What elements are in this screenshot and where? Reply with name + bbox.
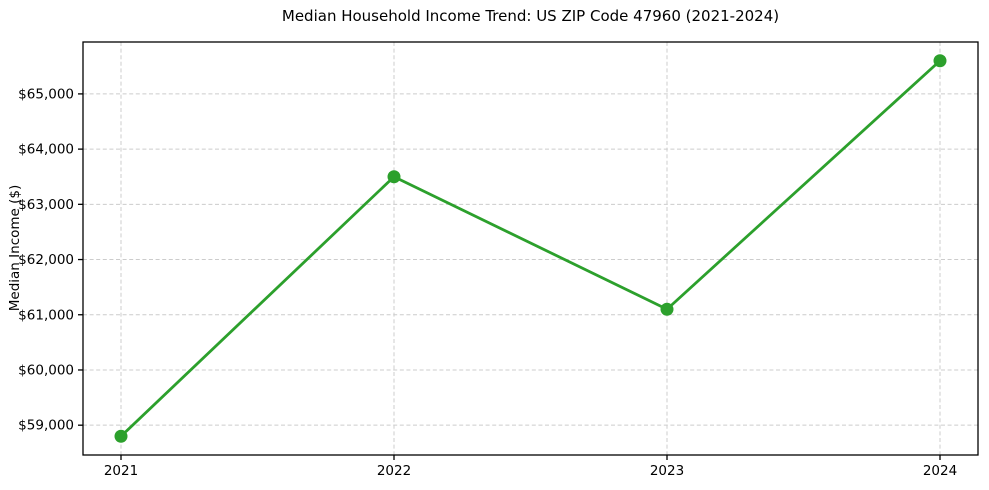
y-tick-label-64000: $64,000 [18,142,74,158]
chart-title: Median Household Income Trend: US ZIP Co… [281,7,780,25]
income-trend-line [119,59,942,438]
y-tick-label-65000: $65,000 [18,86,74,102]
data-point-2024 [933,54,947,68]
y-tick-label-61000: $61,000 [18,307,74,323]
y-tick-label-59000: $59,000 [18,418,74,434]
x-tick-label-2023: 2023 [650,463,684,479]
y-tick-label-63000: $63,000 [18,197,74,213]
data-point-2021 [114,429,128,443]
y-tick-label-60000: $60,000 [18,362,74,378]
data-point-2022 [387,170,401,184]
x-tick-label-2021: 2021 [104,463,138,479]
x-tick-label-2024: 2024 [923,463,957,479]
x-tick-label-2022: 2022 [377,463,411,479]
data-point-2023 [660,302,674,316]
y-tick-label-62000: $62,000 [18,252,74,268]
plot-border [82,41,979,456]
